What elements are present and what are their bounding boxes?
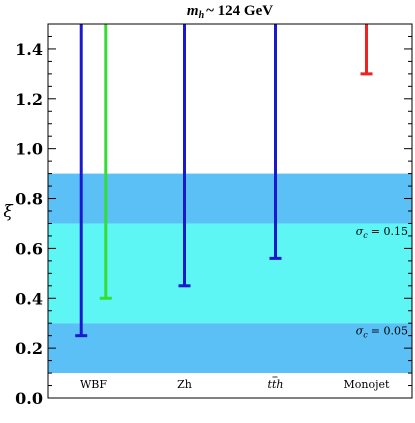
y-axis-label: ξ xyxy=(3,202,14,222)
y-tick-label: 1.4 xyxy=(15,40,43,59)
y-axis: 0.0 0.2 0.4 0.6 0.8 1.0 1.2 1.4 xyxy=(15,35,412,408)
title-main: m xyxy=(187,3,199,19)
y-tick-label: 1.0 xyxy=(15,140,43,159)
errorbar-zh-2 xyxy=(178,24,191,288)
errorbar-wbf-0 xyxy=(75,24,88,338)
error-bars xyxy=(75,24,373,338)
title-sub: h xyxy=(199,10,205,21)
errorbar-tth-3 xyxy=(269,24,282,260)
confidence-bands xyxy=(48,173,412,374)
y-tick-label: 0.6 xyxy=(15,239,43,258)
band-label-0: σc = 0.15 xyxy=(356,225,408,240)
errorbar-monojet-4 xyxy=(360,24,373,76)
y-tick-label: 0.2 xyxy=(15,339,43,358)
band-2 xyxy=(48,173,412,224)
band-label-1: σc = 0.05 xyxy=(356,325,408,340)
y-tick-label: 0.8 xyxy=(15,190,43,209)
category-label-monojet: Monojet xyxy=(344,378,391,391)
category-label-zh: Zh xyxy=(177,378,192,391)
title-rest: ~ 124 GeV xyxy=(206,3,273,19)
category-label-wbf: WBF xyxy=(80,378,107,391)
band-0 xyxy=(48,323,412,374)
labels: σc = 0.15 σc = 0.05 WBF Zh tth Monojet xyxy=(80,225,408,391)
y-tick-label: 0.4 xyxy=(15,289,43,308)
band-1 xyxy=(48,223,412,324)
y-tick-label: 0.0 xyxy=(15,389,43,408)
errorbar-wbf-1 xyxy=(99,24,112,300)
category-label-tth: tth xyxy=(268,378,284,391)
y-tick-label: 1.2 xyxy=(15,90,43,109)
chart-title: mh ~ 124 GeV xyxy=(187,3,273,21)
